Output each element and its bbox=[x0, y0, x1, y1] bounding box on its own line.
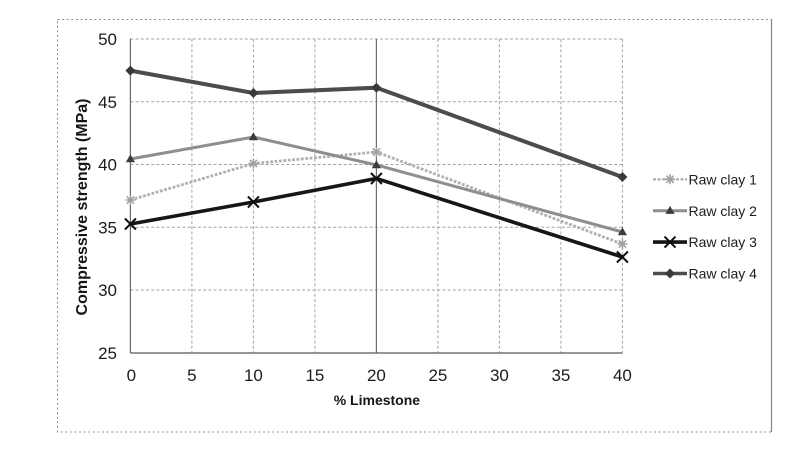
svg-text:40: 40 bbox=[98, 156, 117, 175]
svg-text:20: 20 bbox=[367, 366, 386, 385]
svg-text:Raw clay 4: Raw clay 4 bbox=[689, 266, 758, 282]
svg-text:45: 45 bbox=[98, 93, 117, 112]
svg-text:Raw clay 1: Raw clay 1 bbox=[689, 171, 758, 187]
svg-text:30: 30 bbox=[98, 281, 117, 300]
svg-text:10: 10 bbox=[244, 366, 263, 385]
svg-text:Raw clay 2: Raw clay 2 bbox=[689, 203, 758, 219]
svg-text:25: 25 bbox=[98, 344, 117, 363]
svg-text:35: 35 bbox=[551, 366, 570, 385]
svg-text:30: 30 bbox=[490, 366, 509, 385]
svg-text:Compressive strength (MPa): Compressive strength (MPa) bbox=[74, 99, 91, 316]
svg-text:25: 25 bbox=[428, 366, 447, 385]
svg-text:15: 15 bbox=[305, 366, 324, 385]
svg-text:50: 50 bbox=[98, 30, 117, 49]
svg-text:0: 0 bbox=[127, 366, 136, 385]
svg-text:5: 5 bbox=[187, 366, 196, 385]
svg-text:40: 40 bbox=[613, 366, 632, 385]
svg-text:% Limestone: % Limestone bbox=[334, 392, 421, 408]
svg-text:Raw clay 3: Raw clay 3 bbox=[689, 234, 758, 250]
svg-text:35: 35 bbox=[98, 219, 117, 238]
